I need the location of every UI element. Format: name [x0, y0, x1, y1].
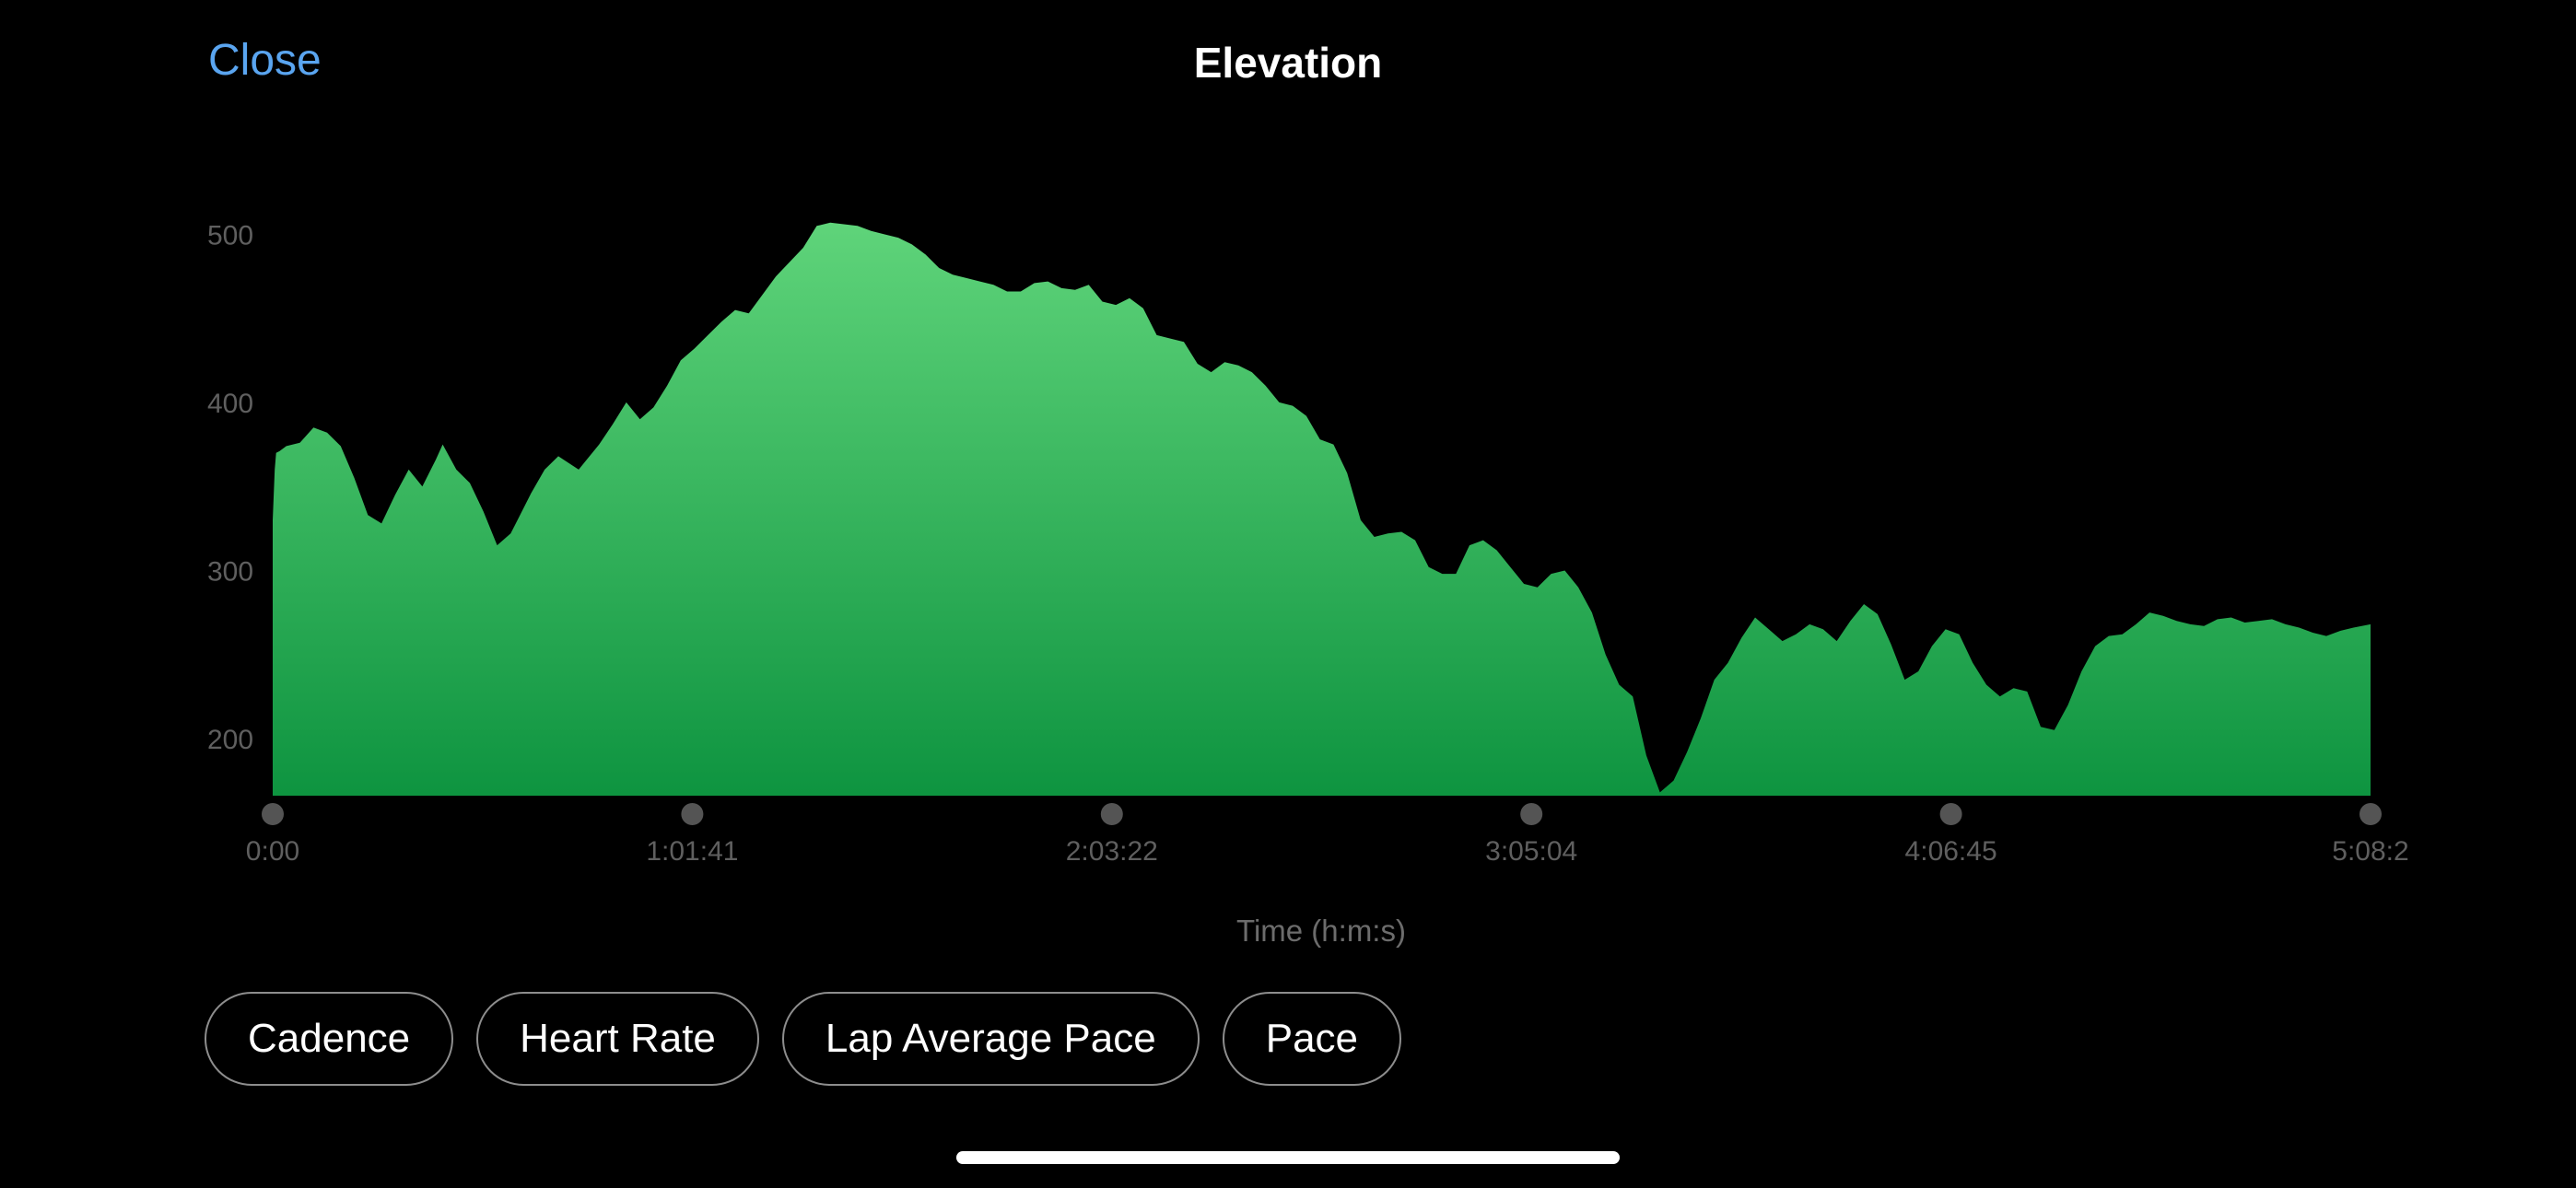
x-tick-label: 5:08:2	[2332, 836, 2408, 867]
y-tick-label: 200	[207, 725, 253, 755]
chip-pace[interactable]: Pace	[1222, 992, 1402, 1086]
chip-heart-rate[interactable]: Heart Rate	[476, 992, 759, 1086]
x-tick-label: 4:06:45	[1905, 836, 1997, 867]
y-tick-label: 500	[207, 220, 253, 250]
y-tick-label: 400	[207, 389, 253, 419]
elevation-chart: 200 300 400 500 0:00 1:01:41 2:03:22 3:05:04 4:…	[207, 220, 2409, 948]
chip-cadence[interactable]: Cadence	[205, 992, 454, 1086]
chip-lap-average-pace[interactable]: Lap Average Pace	[781, 992, 1200, 1086]
x-scrub-marker[interactable]	[2359, 803, 2382, 825]
page-title: Elevation	[1193, 39, 1383, 87]
x-tick-label: 1:01:41	[646, 836, 738, 867]
x-tick-label: 0:00	[246, 836, 299, 867]
x-tick-label: 2:03:22	[1066, 836, 1158, 867]
x-scrub-marker[interactable]	[262, 803, 284, 825]
x-tick-label: 3:05:04	[1485, 836, 1577, 867]
x-axis-label: Time (h:m:s)	[1236, 914, 1406, 948]
x-scrub-marker[interactable]	[1100, 803, 1123, 825]
y-tick-label: 300	[207, 556, 253, 587]
x-scrub-marker[interactable]	[681, 803, 704, 825]
metric-chips: Cadence Heart Rate Lap Average Pace Pace	[205, 992, 1402, 1086]
home-indicator[interactable]	[956, 1151, 1620, 1164]
x-scrub-marker[interactable]	[1939, 803, 1962, 825]
close-button[interactable]: Close	[208, 36, 322, 85]
elevation-area	[273, 222, 2371, 796]
x-scrub-marker[interactable]	[1520, 803, 1543, 825]
